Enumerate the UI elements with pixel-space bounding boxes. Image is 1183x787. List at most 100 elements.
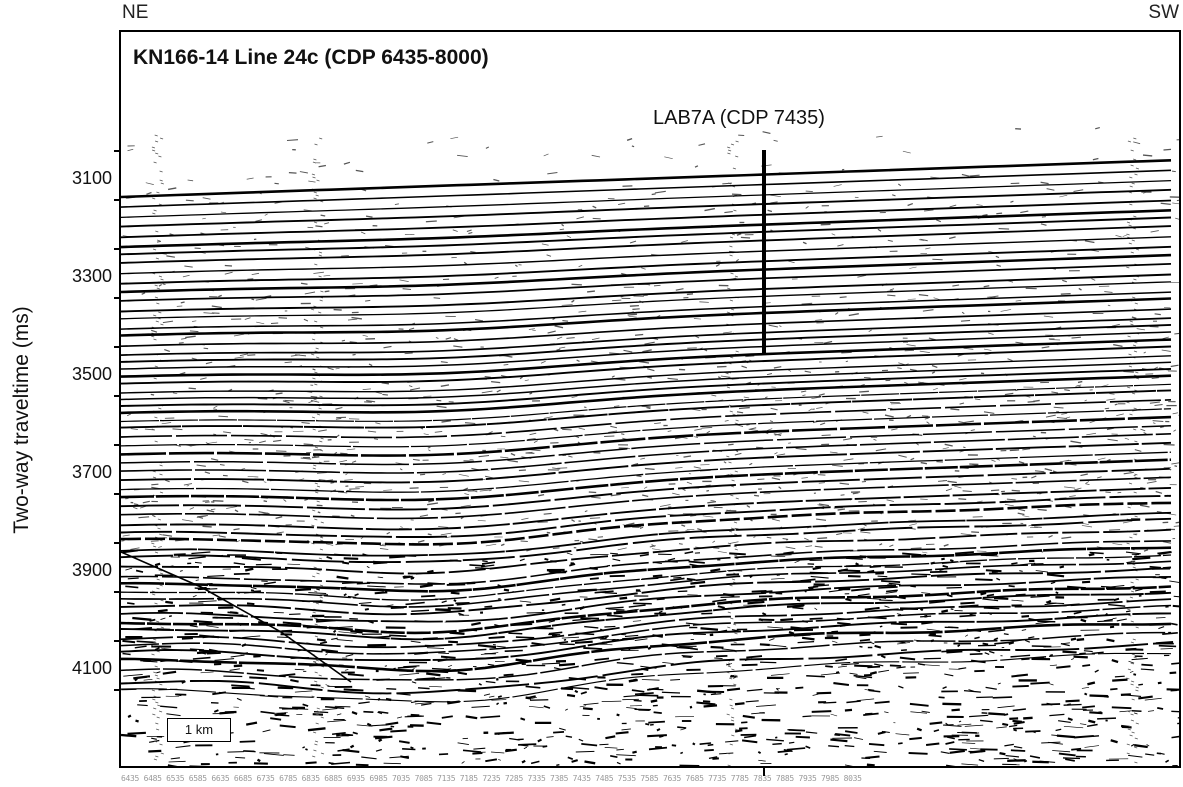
noise-stroke <box>213 405 218 409</box>
noise-stroke <box>594 657 610 661</box>
noise-stroke <box>835 658 848 662</box>
noise-stroke <box>410 746 414 749</box>
noise-stroke <box>390 729 407 733</box>
noise-stroke <box>154 365 158 368</box>
noise-stroke <box>556 348 561 351</box>
noise-stroke <box>307 727 326 732</box>
noise-stroke <box>699 742 712 745</box>
noise-stroke <box>1021 629 1027 631</box>
noise-stroke <box>1126 266 1130 269</box>
noise-stroke <box>529 699 549 701</box>
reflector-line <box>121 245 1172 285</box>
noise-stroke <box>282 400 290 404</box>
noise-stroke <box>1109 529 1121 531</box>
noise-stroke <box>247 278 254 280</box>
noise-stroke <box>726 663 730 666</box>
noise-stroke <box>785 546 796 550</box>
noise-stroke <box>160 705 178 709</box>
noise-stroke <box>1003 633 1009 636</box>
noise-stroke <box>496 702 500 706</box>
noise-stroke <box>629 304 639 307</box>
noise-stroke <box>958 421 967 424</box>
noise-stroke <box>518 743 537 746</box>
noise-stroke <box>812 693 819 696</box>
noise-stroke <box>319 599 324 602</box>
noise-stroke <box>717 376 721 379</box>
noise-stroke <box>755 704 776 707</box>
noise-stroke <box>179 570 183 572</box>
noise-stroke <box>871 642 875 645</box>
noise-stroke <box>135 569 144 573</box>
noise-stroke <box>1126 710 1130 713</box>
noise-stroke <box>1030 595 1050 598</box>
noise-stroke <box>634 638 648 641</box>
noise-stroke <box>314 623 318 626</box>
noise-stroke <box>1078 287 1082 291</box>
noise-stroke <box>788 728 806 732</box>
noise-stroke <box>862 411 869 414</box>
noise-stroke <box>733 521 738 524</box>
noise-stroke <box>1132 296 1136 299</box>
noise-stroke <box>857 274 867 278</box>
noise-stroke <box>202 217 206 220</box>
noise-stroke <box>312 755 316 758</box>
noise-stroke <box>313 749 317 752</box>
noise-stroke <box>730 485 735 488</box>
noise-stroke <box>726 386 731 389</box>
noise-stroke <box>1127 335 1131 338</box>
noise-stroke <box>796 599 801 602</box>
noise-stroke <box>445 337 452 340</box>
noise-stroke <box>727 611 731 614</box>
noise-stroke <box>877 575 888 578</box>
noise-stroke <box>1065 758 1075 762</box>
noise-stroke <box>314 671 318 674</box>
noise-stroke <box>589 577 599 580</box>
noise-stroke <box>1089 551 1104 555</box>
noise-stroke <box>859 390 869 393</box>
noise-stroke <box>895 733 910 736</box>
noise-stroke <box>897 367 902 370</box>
noise-stroke <box>675 288 684 291</box>
noise-stroke <box>1062 757 1081 760</box>
noise-stroke <box>156 587 160 590</box>
noise-stroke <box>900 649 907 652</box>
reflector-line <box>121 604 1172 655</box>
reflector-line <box>121 273 1172 313</box>
noise-stroke <box>378 738 383 743</box>
noise-stroke <box>315 659 320 662</box>
noise-stroke <box>565 735 573 738</box>
noise-stroke <box>766 644 787 648</box>
noise-stroke <box>852 492 859 495</box>
noise-stroke <box>1129 320 1133 323</box>
noise-stroke <box>775 688 779 691</box>
noise-stroke <box>1128 224 1132 227</box>
noise-stroke <box>922 551 928 554</box>
noise-stroke <box>735 557 739 560</box>
noise-stroke <box>1150 230 1159 233</box>
noise-stroke <box>253 654 261 658</box>
noise-stroke <box>566 337 575 339</box>
noise-stroke <box>817 537 828 540</box>
noise-stroke <box>313 711 329 714</box>
noise-stroke <box>1012 708 1026 712</box>
noise-stroke <box>1133 673 1137 676</box>
noise-stroke <box>547 171 558 175</box>
noise-stroke <box>274 714 290 717</box>
noise-stroke <box>452 229 458 232</box>
noise-stroke <box>343 593 347 597</box>
noise-stroke <box>1048 741 1063 745</box>
noise-stroke <box>379 547 389 550</box>
noise-stroke <box>258 511 270 515</box>
noise-stroke <box>727 182 732 185</box>
reflector-line <box>121 494 1172 538</box>
noise-stroke <box>324 222 330 225</box>
noise-stroke <box>302 746 306 749</box>
y-tick-mark <box>114 444 121 446</box>
noise-stroke <box>897 742 903 745</box>
noise-stroke <box>898 362 906 366</box>
noise-stroke <box>1132 158 1137 161</box>
noise-stroke <box>453 599 457 603</box>
noise-stroke <box>633 699 642 702</box>
noise-stroke <box>1157 550 1171 555</box>
noise-stroke <box>818 503 830 507</box>
